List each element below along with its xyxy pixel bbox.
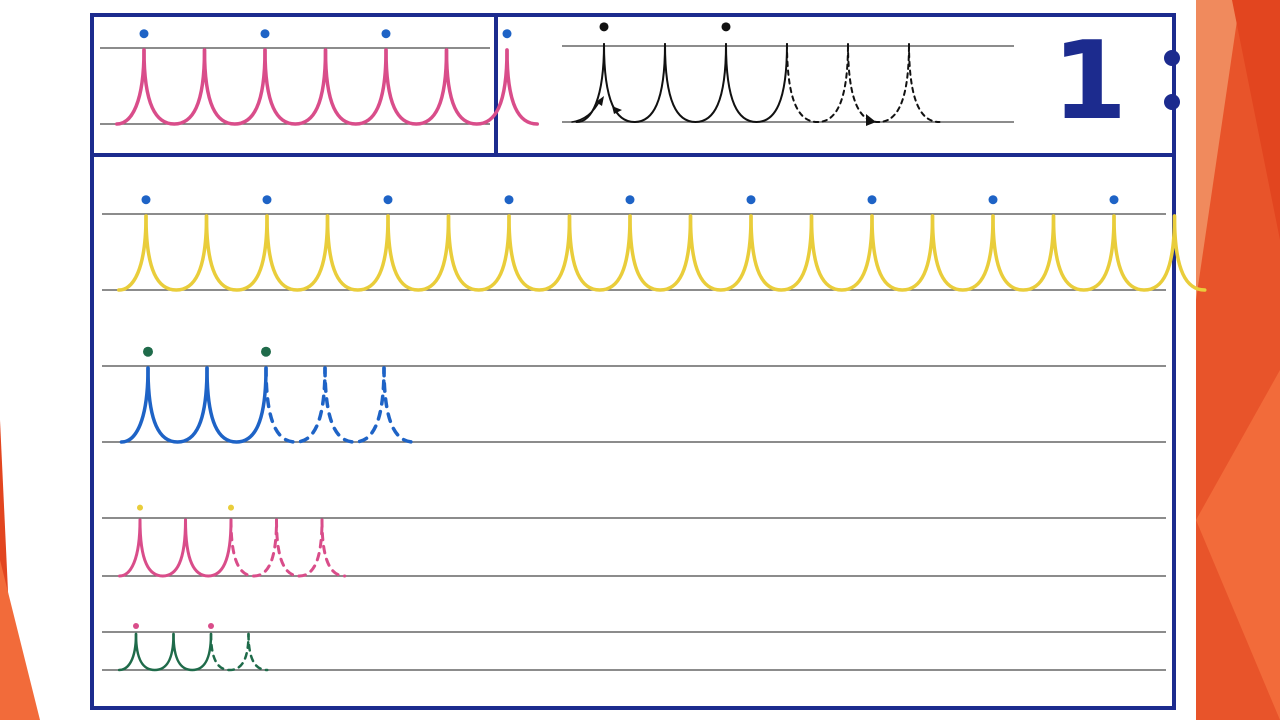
start-dot bbox=[504, 195, 514, 205]
binder-hole bbox=[1164, 50, 1180, 66]
worksheet-frame bbox=[90, 13, 1180, 710]
loop-stroke bbox=[444, 48, 509, 126]
start-dot bbox=[746, 195, 756, 205]
loop-stroke bbox=[991, 214, 1056, 292]
start-dot bbox=[1109, 195, 1119, 205]
loop-stroke bbox=[749, 214, 814, 292]
start-dot bbox=[599, 22, 609, 32]
loop-stroke bbox=[567, 214, 632, 292]
loop-stroke bbox=[146, 366, 209, 444]
loop-stroke bbox=[209, 632, 250, 672]
loop-stroke bbox=[382, 366, 416, 444]
start-dot bbox=[133, 623, 139, 629]
start-dot bbox=[141, 195, 151, 205]
start-dot bbox=[988, 195, 998, 205]
start-dot bbox=[502, 29, 512, 39]
start-dot bbox=[143, 346, 153, 357]
loop-stroke bbox=[265, 214, 330, 292]
loop-stroke bbox=[688, 214, 753, 292]
loop-tracing-exercises bbox=[115, 22, 1207, 672]
loop-stroke bbox=[172, 632, 213, 672]
loop-stroke bbox=[325, 214, 390, 292]
loop-stroke bbox=[323, 48, 388, 126]
loop-stroke bbox=[1051, 214, 1116, 292]
binder-hole bbox=[1164, 94, 1180, 110]
start-dot bbox=[262, 195, 272, 205]
loop-stroke bbox=[507, 214, 572, 292]
loop-stroke bbox=[384, 48, 449, 126]
page-number: 1 bbox=[1052, 19, 1128, 144]
loop-stroke bbox=[908, 43, 941, 123]
loop-stroke bbox=[202, 48, 267, 126]
loop-stroke bbox=[809, 214, 874, 292]
start-dot bbox=[137, 504, 143, 511]
loop-stroke bbox=[505, 48, 539, 126]
start-dot bbox=[381, 29, 391, 39]
start-dot bbox=[260, 29, 270, 39]
loop-stroke bbox=[247, 632, 269, 672]
worksheet-page bbox=[90, 14, 1178, 708]
loop-stroke bbox=[725, 43, 788, 123]
start-dot bbox=[867, 195, 877, 205]
arrow-head-icon bbox=[596, 96, 604, 106]
loop-stroke bbox=[386, 214, 451, 292]
left-accent-shape-2 bbox=[0, 560, 40, 720]
loop-stroke bbox=[263, 48, 328, 126]
loop-stroke bbox=[1172, 214, 1207, 292]
loop-stroke bbox=[144, 214, 209, 292]
loop-stroke bbox=[205, 366, 268, 444]
start-dot bbox=[139, 29, 149, 39]
start-dot bbox=[721, 22, 731, 32]
start-dot bbox=[208, 623, 214, 629]
loop-stroke bbox=[930, 214, 995, 292]
loop-stroke bbox=[870, 214, 935, 292]
loop-stroke bbox=[229, 518, 278, 578]
right-accent-shape bbox=[1196, 0, 1240, 300]
loop-stroke bbox=[142, 48, 207, 126]
arrow-head-icon bbox=[612, 106, 622, 114]
right-accent-shape-3 bbox=[1232, 0, 1280, 240]
outer-frame bbox=[90, 13, 1176, 710]
loop-stroke bbox=[320, 518, 347, 578]
loop-stroke bbox=[204, 214, 269, 292]
loop-stroke bbox=[184, 518, 233, 578]
start-dot bbox=[228, 504, 234, 511]
right-accent-shape-2 bbox=[1196, 370, 1280, 720]
loop-stroke bbox=[664, 43, 727, 123]
loop-stroke bbox=[134, 632, 175, 672]
loop-stroke bbox=[1112, 214, 1177, 292]
loop-stroke bbox=[847, 43, 910, 123]
arrow-head-icon bbox=[866, 114, 876, 126]
loop-stroke bbox=[446, 214, 511, 292]
loop-stroke bbox=[138, 518, 187, 578]
loop-stroke bbox=[275, 518, 324, 578]
loop-stroke bbox=[786, 43, 849, 123]
start-dot bbox=[383, 195, 393, 205]
loop-stroke bbox=[603, 43, 666, 123]
start-dot bbox=[625, 195, 635, 205]
start-dot bbox=[261, 346, 271, 357]
loop-stroke bbox=[628, 214, 693, 292]
